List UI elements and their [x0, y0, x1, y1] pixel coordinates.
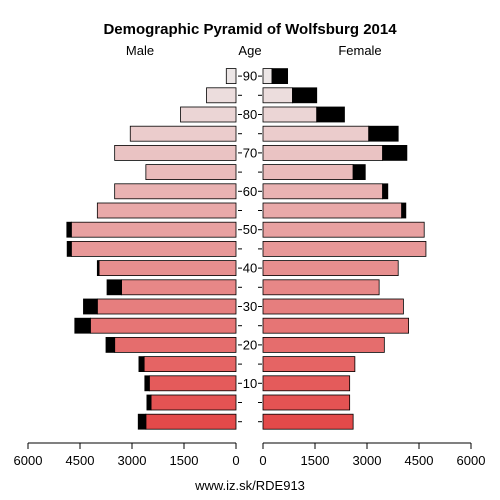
- age-tick-label: 90: [243, 69, 257, 84]
- male-extra-bar-40-44: [96, 260, 100, 277]
- male-bar-85-89: [206, 87, 237, 104]
- male-bar-25-29: [90, 317, 237, 334]
- female-bar-60-64: [262, 183, 383, 200]
- female-bar-10-14: [262, 375, 351, 392]
- male-bar-35-39: [121, 279, 237, 296]
- bars-group: [66, 68, 427, 430]
- male-extra-bar-50-54: [66, 221, 72, 238]
- female-x-tick-label: 3000: [353, 453, 382, 468]
- age-tick-label: 30: [243, 299, 257, 314]
- male-bar-90+: [225, 68, 237, 84]
- male-bar-30-34: [96, 298, 237, 315]
- female-extra-bar-90+: [271, 68, 289, 84]
- male-bar-45-49: [70, 240, 237, 257]
- male-extra-bar-15-19: [138, 356, 145, 373]
- female-x-tick-label: 1500: [301, 453, 330, 468]
- female-label: Female: [338, 43, 381, 58]
- male-x-tick-label: 0: [232, 453, 239, 468]
- female-bar-90+: [262, 68, 273, 84]
- male-extra-bar-25-29: [74, 317, 91, 334]
- female-bar-25-29: [262, 317, 410, 334]
- male-extra-bar-10-14: [144, 375, 150, 392]
- footer-url: www.iz.sk/RDE913: [194, 478, 305, 493]
- female-x-tick-label: 6000: [457, 453, 486, 468]
- age-tick-label: 50: [243, 222, 257, 237]
- male-bar-65-69: [145, 164, 237, 181]
- male-bar-0-4: [145, 413, 237, 430]
- female-extra-bar-70-74: [382, 144, 408, 161]
- axes-group: 10 20 30 40 50 60 70 80 90 6000 0 4500 1500 3000 3000 1…: [14, 69, 486, 468]
- male-bar-10-14: [148, 375, 237, 392]
- female-bar-55-59: [262, 202, 403, 219]
- male-x-tick-label: 3000: [118, 453, 147, 468]
- female-bar-80-84: [262, 106, 318, 123]
- male-bar-15-19: [143, 356, 237, 373]
- age-tick-label: 60: [243, 184, 257, 199]
- female-extra-bar-60-64: [382, 183, 389, 200]
- male-extra-bar-0-4: [137, 413, 147, 430]
- male-bar-20-24: [114, 336, 237, 353]
- female-bar-35-39: [262, 279, 380, 296]
- age-tick-label: 70: [243, 145, 257, 160]
- female-bar-70-74: [262, 144, 383, 161]
- female-extra-bar-85-89: [292, 87, 318, 104]
- female-x-tick-label: 4500: [405, 453, 434, 468]
- female-bar-85-89: [262, 87, 293, 104]
- female-bar-45-49: [262, 240, 427, 257]
- age-label: Age: [238, 43, 261, 58]
- male-x-tick-label: 4500: [66, 453, 95, 468]
- male-extra-bar-20-24: [105, 336, 116, 353]
- male-extra-bar-5-9: [146, 394, 152, 411]
- female-x-tick-label: 0: [259, 453, 266, 468]
- age-tick-label: 80: [243, 107, 257, 122]
- male-extra-bar-30-34: [83, 298, 98, 315]
- chart-title: Demographic Pyramid of Wolfsburg 2014: [103, 21, 397, 38]
- male-bar-80-84: [180, 106, 237, 123]
- male-bar-55-59: [96, 202, 237, 219]
- female-bar-30-34: [262, 298, 404, 315]
- male-bar-70-74: [114, 144, 237, 161]
- male-label: Male: [126, 43, 154, 58]
- female-bar-15-19: [262, 356, 356, 373]
- female-extra-bar-55-59: [401, 202, 407, 219]
- age-tick-label: 40: [243, 261, 257, 276]
- male-x-tick-label: 1500: [170, 453, 199, 468]
- female-extra-bar-80-84: [316, 106, 345, 123]
- female-bar-50-54: [262, 221, 425, 238]
- female-extra-bar-65-69: [352, 164, 366, 181]
- male-bar-5-9: [150, 394, 237, 411]
- male-extra-bar-35-39: [106, 279, 123, 296]
- female-extra-bar-75-79: [368, 125, 399, 142]
- age-tick-label: 20: [243, 337, 257, 352]
- female-bar-75-79: [262, 125, 370, 142]
- female-bar-0-4: [262, 413, 354, 430]
- female-bar-65-69: [262, 164, 354, 181]
- male-bar-75-79: [129, 125, 237, 142]
- male-extra-bar-45-49: [66, 240, 72, 257]
- male-x-tick-label: 6000: [14, 453, 43, 468]
- female-bar-20-24: [262, 336, 385, 353]
- female-bar-40-44: [262, 260, 399, 277]
- male-bar-60-64: [114, 183, 237, 200]
- female-bar-5-9: [262, 394, 351, 411]
- male-bar-40-44: [98, 260, 237, 277]
- male-bar-50-54: [70, 221, 237, 238]
- age-tick-label: 10: [243, 376, 257, 391]
